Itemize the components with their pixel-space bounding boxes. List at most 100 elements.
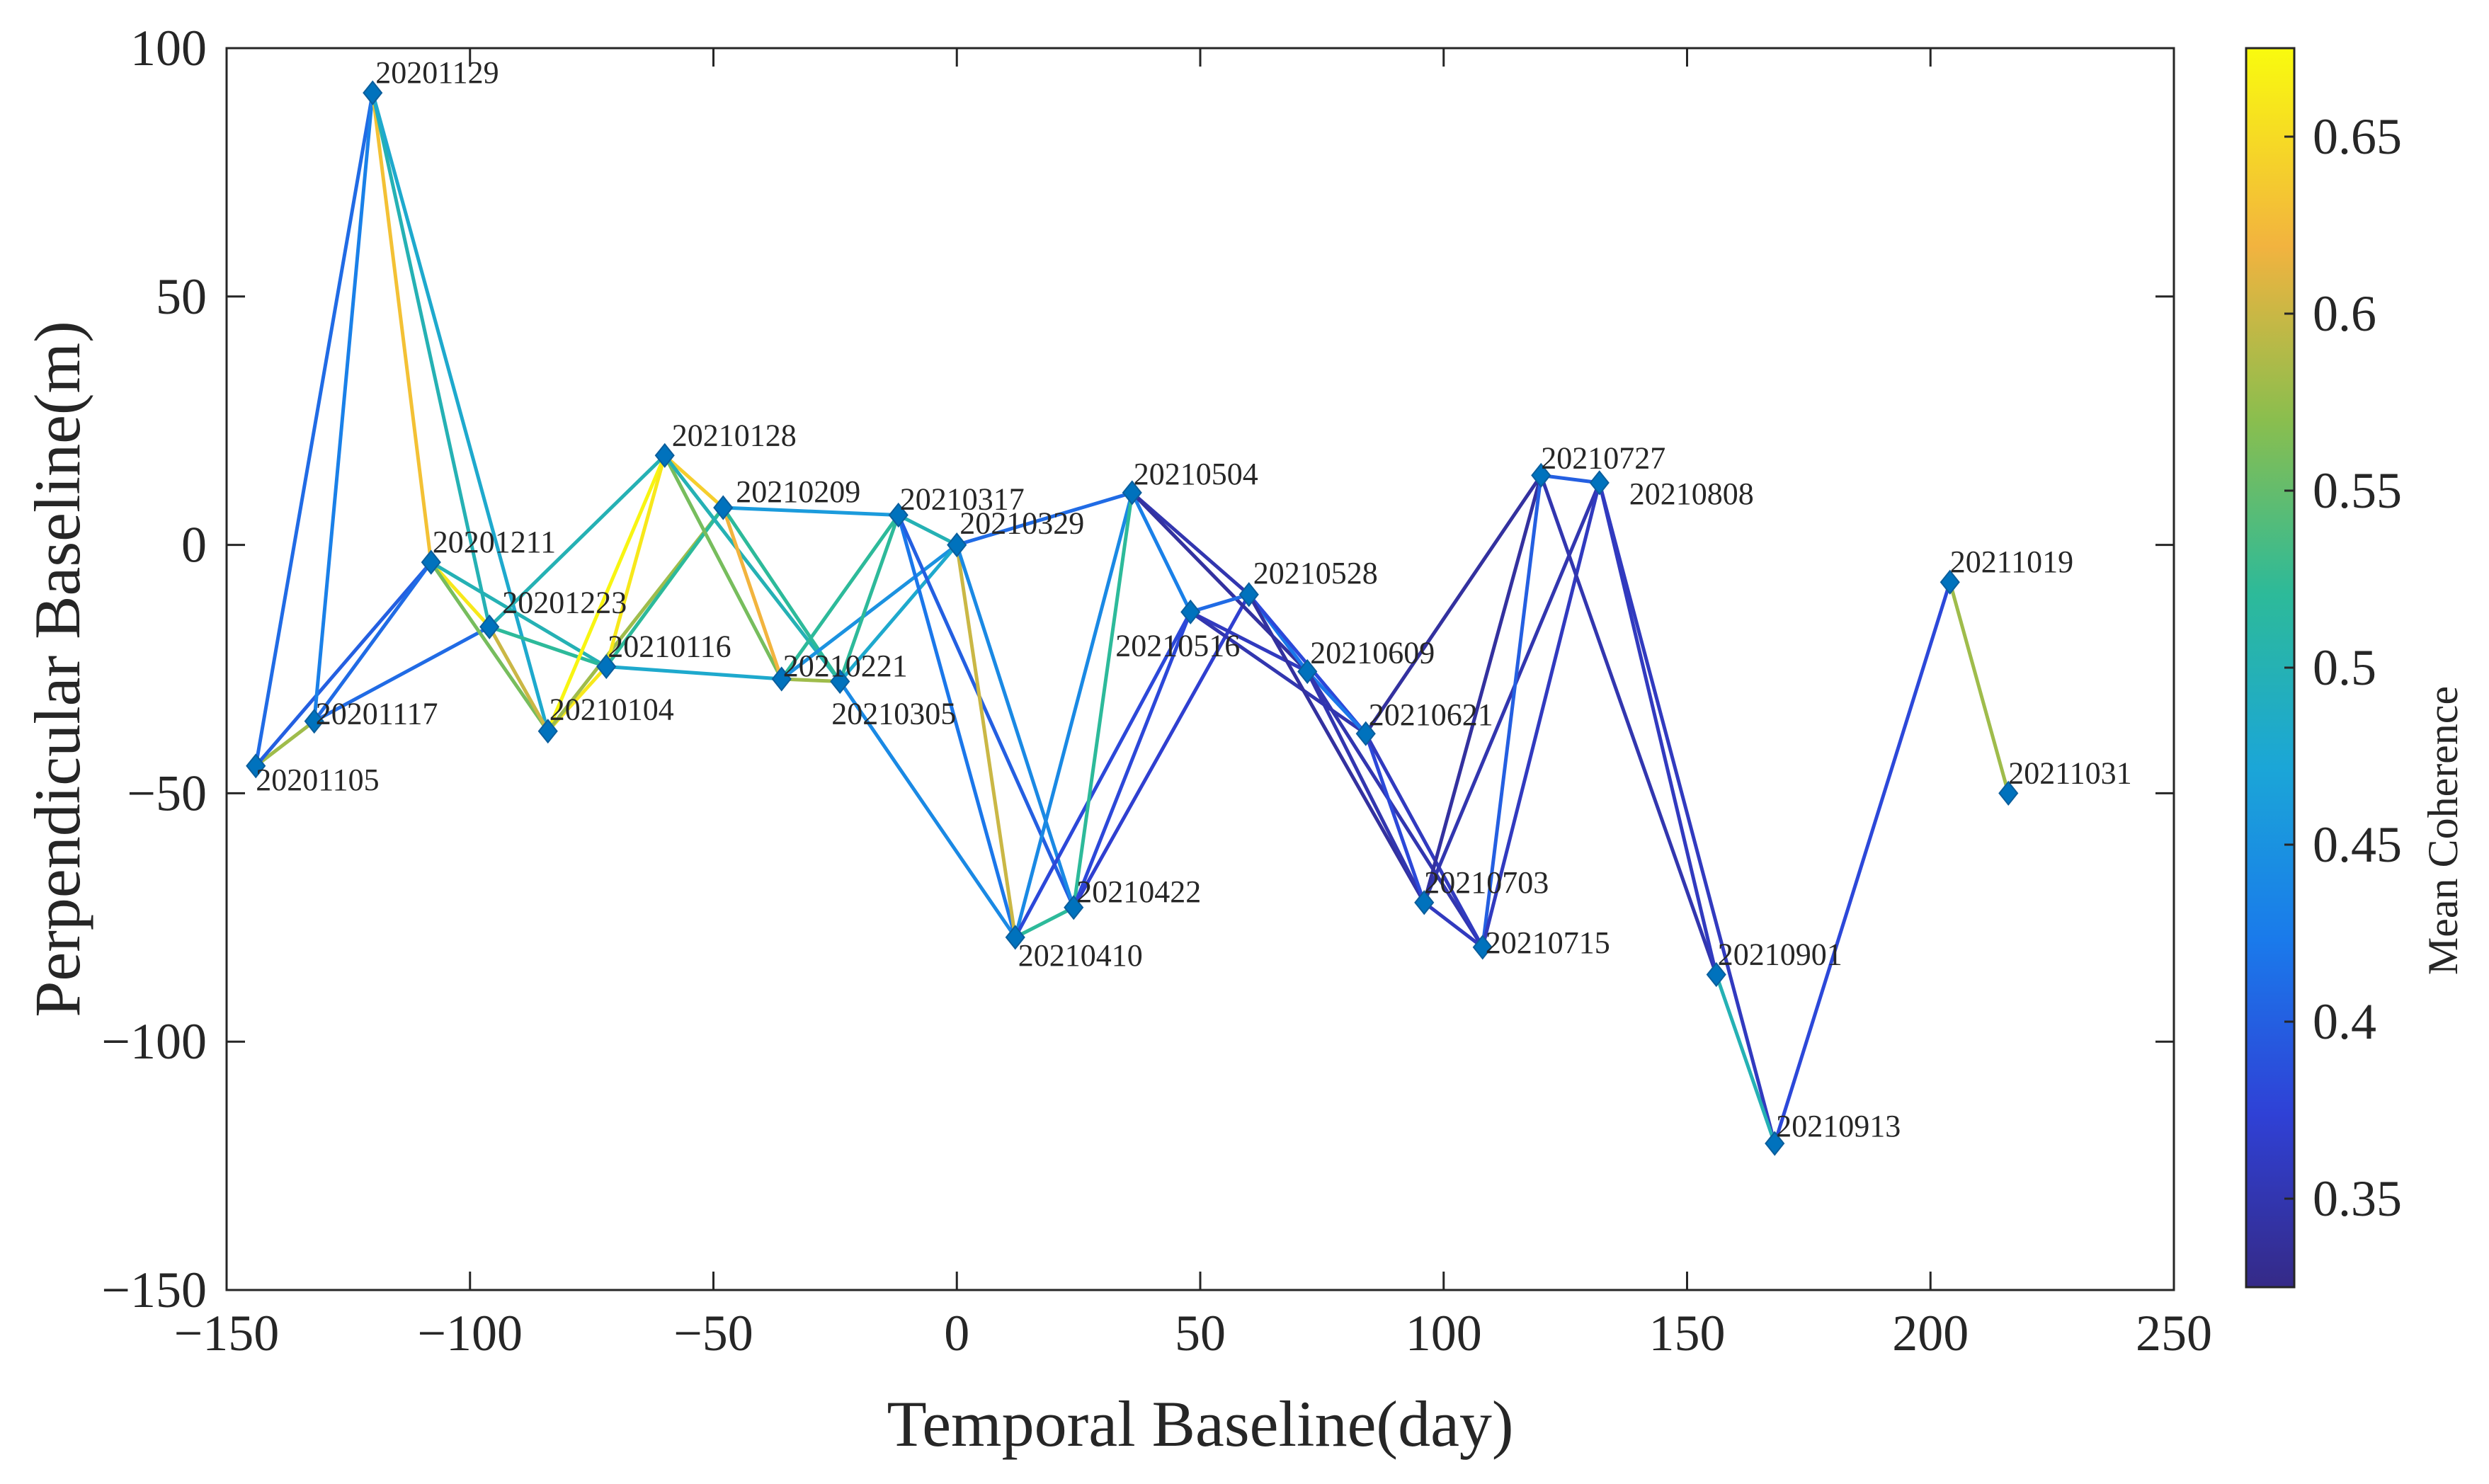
pair-edge bbox=[1013, 906, 1076, 940]
pair-edge bbox=[1188, 593, 1251, 614]
pair-edge bbox=[370, 91, 550, 734]
pair-edge bbox=[896, 513, 1018, 940]
pair-edge bbox=[1714, 972, 1777, 1146]
date-label: 20210727 bbox=[1541, 440, 1665, 475]
pair-edge bbox=[1422, 473, 1543, 905]
pair-edge bbox=[604, 453, 667, 668]
x-axis-title: Temporal Baseline(day) bbox=[887, 1388, 1513, 1460]
pair-edge bbox=[1071, 593, 1251, 910]
date-marker bbox=[1765, 1131, 1785, 1156]
pair-edge bbox=[663, 453, 842, 684]
date-label: 20210128 bbox=[672, 418, 797, 452]
date-label: 20211019 bbox=[1950, 544, 2073, 579]
date-label: 20210913 bbox=[1776, 1109, 1901, 1143]
date-marker bbox=[537, 719, 558, 744]
x-tick-label: −150 bbox=[174, 1305, 280, 1362]
pair-edge bbox=[1013, 491, 1134, 940]
y-tick-label: 100 bbox=[130, 20, 207, 76]
pair-edge bbox=[838, 513, 901, 684]
x-tick-label: 150 bbox=[1649, 1305, 1726, 1362]
date-marker bbox=[888, 502, 909, 528]
pair-edge bbox=[1364, 731, 1426, 905]
y-tick-label: −100 bbox=[101, 1013, 207, 1070]
date-label: 20210317 bbox=[900, 482, 1025, 517]
date-label: 20210901 bbox=[1718, 937, 1842, 971]
pair-edge bbox=[780, 513, 901, 681]
pair-edge bbox=[663, 453, 725, 510]
pair-edge bbox=[721, 506, 842, 684]
pair-edge bbox=[1597, 481, 1777, 1146]
pair-edge bbox=[721, 506, 901, 518]
date-label: 20201117 bbox=[316, 697, 438, 731]
pair-edge bbox=[1948, 580, 2010, 795]
date-label: 20210504 bbox=[1134, 457, 1258, 491]
colorbar-tick-label: 0.4 bbox=[2313, 993, 2376, 1050]
pair-edge bbox=[1188, 610, 1368, 736]
pair-edge bbox=[1247, 593, 1426, 905]
pair-edge bbox=[780, 543, 959, 681]
date-marker bbox=[1706, 961, 1726, 988]
pair-edge bbox=[254, 91, 375, 768]
pair-edge bbox=[955, 491, 1134, 547]
pair-edge bbox=[1013, 610, 1192, 940]
pair-edge bbox=[1130, 491, 1192, 614]
colorbar-tick-label: 0.5 bbox=[2313, 639, 2376, 696]
date-marker bbox=[1064, 895, 1084, 920]
pair-edge bbox=[487, 453, 667, 629]
date-label: 20210221 bbox=[783, 649, 908, 683]
y-tick-label: 0 bbox=[181, 517, 207, 573]
pair-edge bbox=[1481, 481, 1602, 949]
date-marker bbox=[713, 495, 734, 520]
pair-edge bbox=[896, 513, 1076, 910]
pair-edge bbox=[546, 453, 667, 734]
date-label: 20211031 bbox=[2008, 755, 2131, 790]
date-marker bbox=[1238, 582, 1259, 607]
pair-edge bbox=[604, 664, 784, 681]
pair-edge bbox=[487, 624, 550, 734]
pair-edge bbox=[1597, 481, 1719, 976]
date-label: 20210703 bbox=[1424, 865, 1549, 900]
pair-edge bbox=[1071, 491, 1134, 910]
date-label: 20210209 bbox=[736, 474, 860, 509]
date-markers bbox=[246, 80, 2019, 1156]
date-marker bbox=[596, 653, 617, 680]
pair-edge bbox=[721, 506, 784, 681]
colorbar-tick-label: 0.35 bbox=[2313, 1170, 2402, 1227]
date-label: 20210621 bbox=[1369, 697, 1493, 732]
colorbar-title: Mean Coherence bbox=[2420, 686, 2466, 975]
date-marker bbox=[1531, 462, 1551, 488]
pair-edge bbox=[312, 624, 491, 724]
plot-area bbox=[225, 47, 2175, 1291]
date-label: 20210715 bbox=[1486, 925, 1610, 960]
date-label: 20210528 bbox=[1253, 556, 1378, 590]
date-marker bbox=[771, 666, 792, 692]
pair-edge bbox=[1305, 670, 1426, 905]
pair-edge bbox=[1481, 473, 1543, 949]
y-axis-title: Perpendicular Baseline(m) bbox=[21, 321, 93, 1017]
axis-ticks: −150 −100 −50 0 50 100 150 200 250 −150 −100 −50 0 50… bbox=[101, 20, 2212, 1362]
date-marker bbox=[363, 80, 383, 105]
date-label: 20210516 bbox=[1115, 628, 1240, 663]
date-label: 20201223 bbox=[502, 585, 627, 620]
pair-edge bbox=[1305, 670, 1485, 949]
date-marker bbox=[654, 443, 675, 468]
pair-edge bbox=[1305, 670, 1368, 736]
y-tick-label: 50 bbox=[156, 268, 207, 325]
colorbar-tick-label: 0.6 bbox=[2313, 285, 2376, 342]
pair-edge bbox=[1539, 473, 1602, 485]
x-tick-label: 250 bbox=[2136, 1305, 2212, 1362]
date-marker bbox=[1122, 480, 1142, 506]
date-label: 20210609 bbox=[1310, 636, 1435, 670]
pair-edge bbox=[604, 506, 725, 668]
pair-edge bbox=[312, 91, 375, 724]
pair-edge bbox=[370, 91, 491, 629]
pair-edge bbox=[370, 91, 433, 564]
y-tick-label: −50 bbox=[127, 765, 207, 821]
pair-edge bbox=[838, 543, 959, 684]
date-marker bbox=[947, 532, 967, 558]
date-marker bbox=[1589, 470, 1610, 496]
date-label: 20210305 bbox=[831, 697, 956, 731]
pair-edge bbox=[1364, 731, 1485, 949]
pair-edge bbox=[254, 560, 433, 768]
